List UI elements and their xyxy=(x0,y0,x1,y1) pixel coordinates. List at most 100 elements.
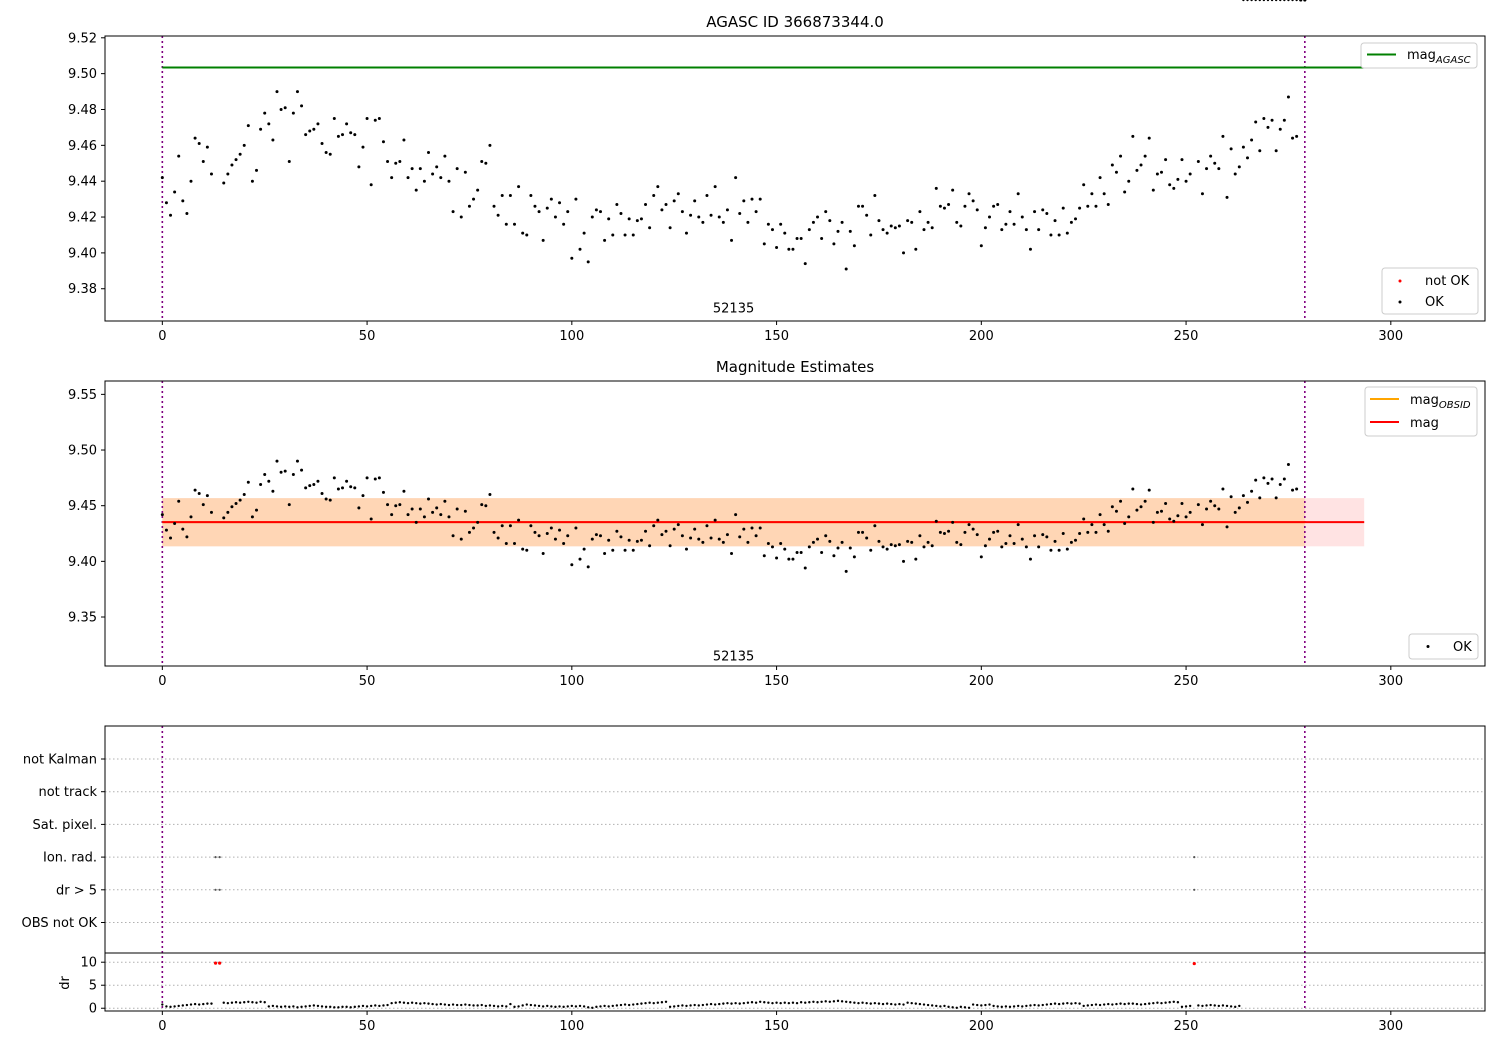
mag-point xyxy=(357,165,361,169)
dr-point xyxy=(1143,1002,1147,1006)
dr-point xyxy=(627,1003,631,1007)
panel-magnitude-points xyxy=(160,0,1307,573)
dr-point xyxy=(296,1006,299,1009)
mag-point xyxy=(431,172,435,176)
mag-point xyxy=(1078,206,1082,210)
dr-flagged-point xyxy=(213,961,218,965)
mag-point xyxy=(1061,206,1065,210)
dr-point xyxy=(316,1004,320,1008)
flag-label-2: Sat. pixel. xyxy=(33,818,97,833)
dr-point xyxy=(1053,1002,1057,1005)
mag-point xyxy=(926,540,930,544)
mag-point xyxy=(811,220,815,224)
mag-point xyxy=(1131,134,1135,138)
mag-point xyxy=(234,158,238,162)
mag-point xyxy=(406,513,410,517)
mag-point xyxy=(1024,228,1028,232)
dr-point xyxy=(374,1004,377,1007)
dr-point xyxy=(562,1005,565,1009)
dr-point xyxy=(181,1004,185,1007)
panel-agasc-annotation: 52135 xyxy=(713,301,754,316)
mag-point xyxy=(856,530,860,534)
mag-point xyxy=(873,524,877,528)
dr-point xyxy=(779,1001,782,1005)
dr-point xyxy=(1266,0,1270,2)
dr-point xyxy=(1062,1002,1065,1005)
dr-point xyxy=(558,1005,561,1008)
x-tick-label-5: 250 xyxy=(1174,329,1199,344)
y-tick-label-5: 9.48 xyxy=(68,103,97,118)
mag-point xyxy=(861,530,865,534)
mag-point xyxy=(275,90,279,94)
mag-point xyxy=(1000,228,1004,232)
dr-point xyxy=(877,1002,881,1005)
mag-point xyxy=(1069,540,1073,544)
dr-point xyxy=(885,1002,889,1005)
dr-point xyxy=(1029,1004,1032,1007)
mag-point xyxy=(701,540,705,544)
mag-point xyxy=(897,543,901,547)
mag-point xyxy=(1286,95,1290,99)
mag-point xyxy=(603,238,607,242)
mag-point xyxy=(1262,476,1266,480)
mag-point xyxy=(828,539,832,543)
mag-point xyxy=(836,229,840,233)
mag-point xyxy=(582,231,586,235)
panel-agasc-backdrop xyxy=(105,36,1485,321)
dr-point xyxy=(898,1002,901,1006)
mag-point xyxy=(750,526,754,530)
flag-label-5: OBS not OK xyxy=(22,916,98,931)
dr-point xyxy=(533,1004,537,1007)
mag-point xyxy=(594,533,598,537)
mag-point xyxy=(275,459,279,463)
mag-point xyxy=(889,224,893,228)
mag-point xyxy=(938,530,942,534)
mag-point xyxy=(811,540,815,544)
dr-point xyxy=(869,1002,872,1005)
mag-point xyxy=(1143,154,1147,158)
mag-point xyxy=(1147,488,1151,492)
mag-point xyxy=(492,204,496,208)
mag-point xyxy=(1184,179,1188,183)
mag-point xyxy=(1098,513,1102,517)
dr-point xyxy=(738,1002,741,1005)
mag-point xyxy=(525,548,529,552)
mag-point xyxy=(615,202,619,206)
mag-point xyxy=(721,220,725,224)
dr-point xyxy=(971,1003,975,1006)
mag-point xyxy=(177,499,181,503)
dr-point xyxy=(1119,1002,1122,1005)
mag-point xyxy=(512,542,516,546)
dr-point xyxy=(824,1000,827,1003)
mag-point xyxy=(1188,510,1192,514)
mag-point xyxy=(414,520,418,524)
mag-point xyxy=(918,534,922,538)
dr-point xyxy=(890,1002,893,1006)
mag-point xyxy=(324,497,328,501)
dr-point xyxy=(857,1001,860,1005)
legend-agasc-line-box xyxy=(1360,42,1478,69)
mag-point xyxy=(992,204,996,208)
dr-point xyxy=(398,1001,402,1004)
mag-point xyxy=(832,554,836,558)
mag-point xyxy=(1262,116,1266,120)
mag-point xyxy=(1176,177,1180,181)
dr-point xyxy=(382,1004,385,1007)
dr-point xyxy=(566,1005,569,1008)
mag-point xyxy=(1164,158,1168,162)
mag-point xyxy=(775,246,779,250)
dr-point xyxy=(1111,1003,1114,1006)
dr-point xyxy=(1021,1005,1024,1008)
mag-point xyxy=(627,538,631,542)
mag-point xyxy=(287,503,291,507)
mag-point xyxy=(660,533,664,537)
mag-point xyxy=(422,515,426,519)
mag-point xyxy=(279,107,283,111)
dr-point xyxy=(1205,1004,1208,1007)
dr-point xyxy=(1139,1003,1143,1006)
flag-point xyxy=(218,856,221,859)
mag-point xyxy=(1016,192,1020,196)
mag-point xyxy=(455,507,459,511)
mag-point xyxy=(672,527,676,531)
mag-point xyxy=(623,233,627,237)
